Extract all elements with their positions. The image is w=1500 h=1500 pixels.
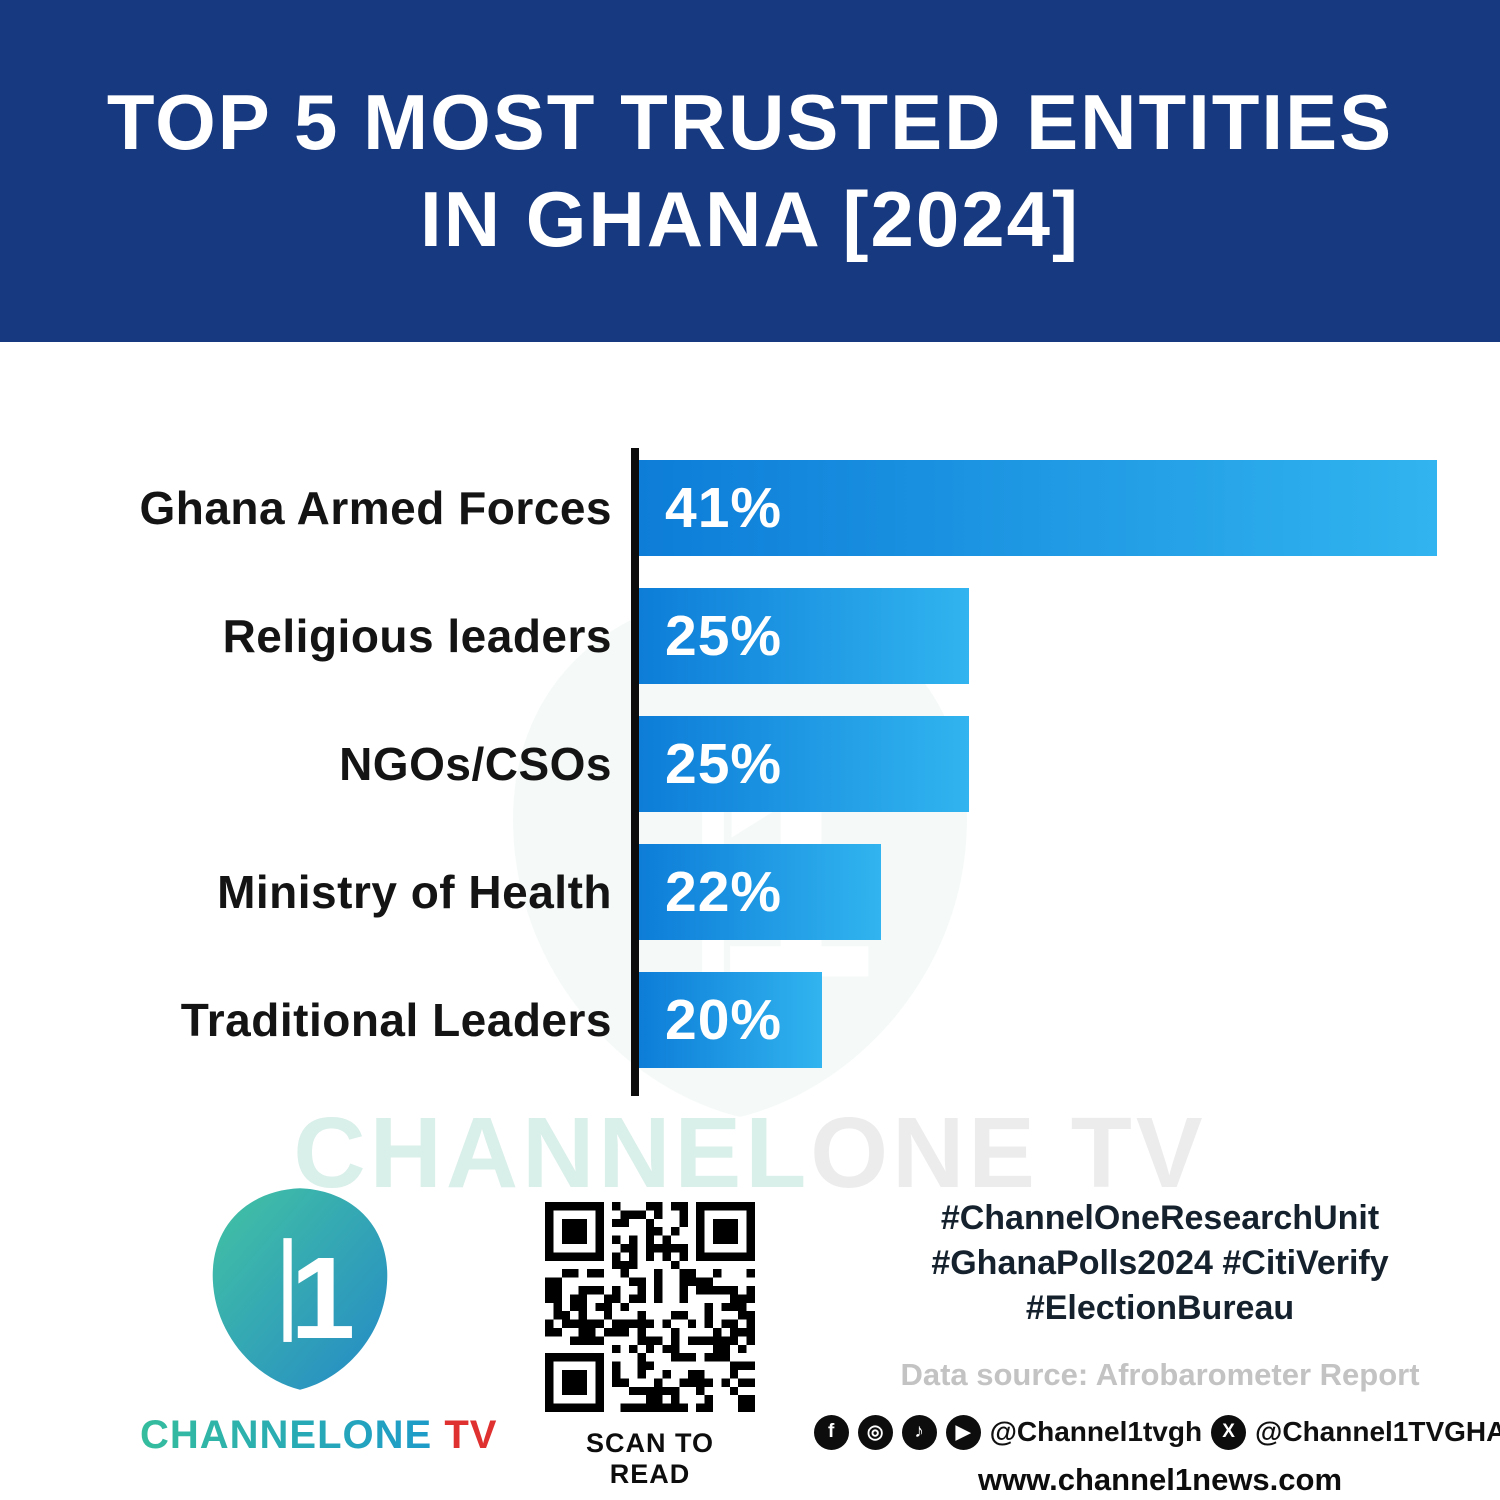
brand-tv: TV — [432, 1413, 498, 1457]
qr-caption: SCAN TO READ — [585, 1428, 714, 1489]
channel-one-text-watermark: CHANNELONE TV — [0, 1096, 1500, 1211]
value-label: 25% — [665, 732, 783, 796]
brand-wordmark: CHANNELONE TV — [140, 1413, 496, 1458]
value-label: 20% — [665, 988, 783, 1052]
hashtags: #ChannelOneResearchUnit #GhanaPolls2024 … — [880, 1196, 1440, 1331]
social-handle-2: @Channel1TVGHA — [1255, 1416, 1500, 1448]
category-label-ngos-csos: NGOs/CSOs — [339, 738, 612, 790]
page-title-line1: TOP 5 MOST TRUSTED ENTITIES — [106, 78, 1394, 166]
logo-numeral: 1 — [291, 1233, 356, 1363]
bar-religious-leaders: 25% — [639, 588, 969, 684]
info-block: #ChannelOneResearchUnit #GhanaPolls2024 … — [813, 1196, 1500, 1498]
hashtag-line-3: #ElectionBureau — [1025, 1288, 1295, 1327]
header-banner: TOP 5 MOST TRUSTED ENTITIES IN GHANA [20… — [0, 0, 1500, 342]
category-label-religious-leaders: Religious leaders — [222, 610, 612, 662]
instagram-icon: ◎ — [857, 1414, 893, 1450]
footer: 1 CHANNELONE TV SCAN TO READ #ChannelOne… — [0, 1160, 1500, 1500]
channel-one-logo-block: 1 CHANNELONE TV — [140, 1180, 496, 1458]
bar-ministry-of-health: 22% — [639, 844, 881, 940]
website-url: www.channel1news.com — [977, 1461, 1343, 1497]
channel-one-logo-icon: 1 — [212, 1188, 388, 1390]
value-label: 25% — [665, 604, 783, 668]
chart-axis-line — [631, 448, 639, 1096]
category-label-ministry-of-health: Ministry of Health — [217, 866, 612, 918]
social-row: f ◎ ♪ ▶ @Channel1tvgh X @Channel1TVGHA — [813, 1414, 1500, 1450]
hashtag-line-2: #GhanaPolls2024 #CitiVerify — [931, 1243, 1389, 1282]
chart-row: Religious leaders 25% — [0, 588, 1500, 684]
bar-traditional-leaders: 20% — [639, 972, 822, 1068]
x-icon: X — [1211, 1414, 1247, 1450]
bar-ngos-csos: 25% — [639, 716, 969, 812]
brand-channelone: CHANNELONE — [140, 1413, 433, 1457]
qr-block: SCAN TO READ — [545, 1202, 755, 1490]
data-source: Data source: Afrobarometer Report — [900, 1356, 1420, 1392]
chart-row: Traditional Leaders 20% — [0, 972, 1500, 1068]
youtube-icon: ▶ — [945, 1414, 981, 1450]
social-handle-1: @Channel1tvgh — [989, 1416, 1203, 1448]
tiktok-icon: ♪ — [901, 1414, 937, 1450]
watermark-one-tv: ONE TV — [810, 1097, 1207, 1209]
hashtag-line-1: #ChannelOneResearchUnit — [940, 1199, 1380, 1237]
chart-row: Ministry of Health 22% — [0, 844, 1500, 940]
category-label-traditional-leaders: Traditional Leaders — [180, 994, 612, 1046]
qr-code — [545, 1202, 755, 1412]
value-label: 41% — [665, 476, 783, 540]
watermark-channel: CHANNEL — [293, 1097, 811, 1209]
page-title-line2: IN GHANA [2024] — [420, 175, 1080, 263]
value-label: 22% — [665, 860, 783, 924]
chart-row: Ghana Armed Forces 41% — [0, 460, 1500, 556]
facebook-icon: f — [813, 1414, 849, 1450]
bar-ghana-armed-forces: 41% — [639, 460, 1437, 556]
category-label-ghana-armed-forces: Ghana Armed Forces — [139, 482, 612, 534]
chart-row: NGOs/CSOs 25% — [0, 716, 1500, 812]
